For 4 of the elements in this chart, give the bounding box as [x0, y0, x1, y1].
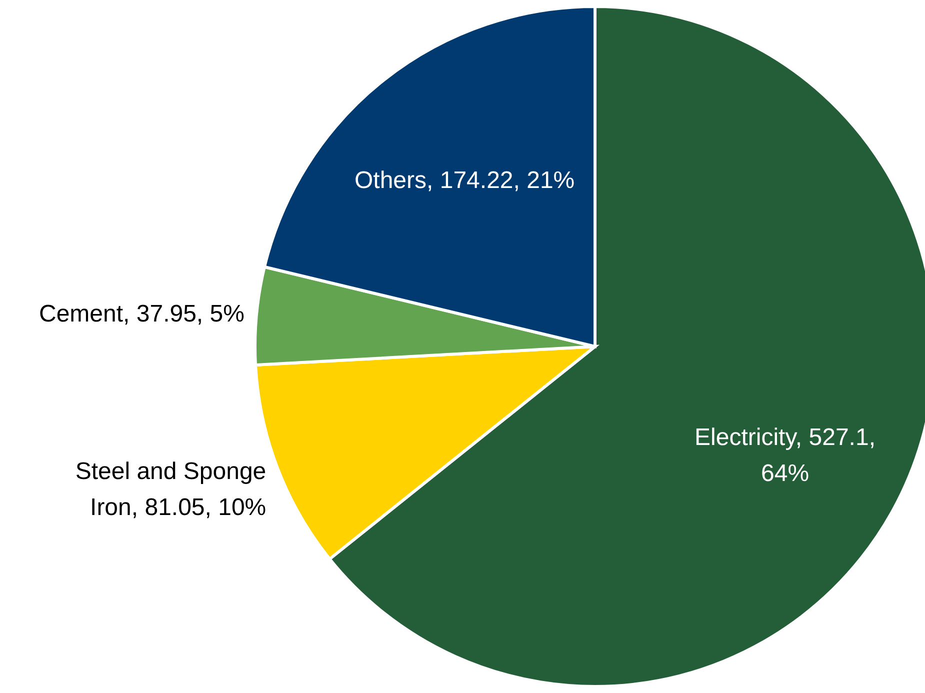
- slice-label: Cement, 37.95, 5%: [39, 300, 244, 328]
- slice-label: Electricity, 527.1, 64%: [694, 424, 876, 487]
- slice-label: Steel and Sponge Iron, 81.05, 10%: [75, 458, 266, 522]
- slice-label: Others, 174.22, 21%: [354, 166, 575, 194]
